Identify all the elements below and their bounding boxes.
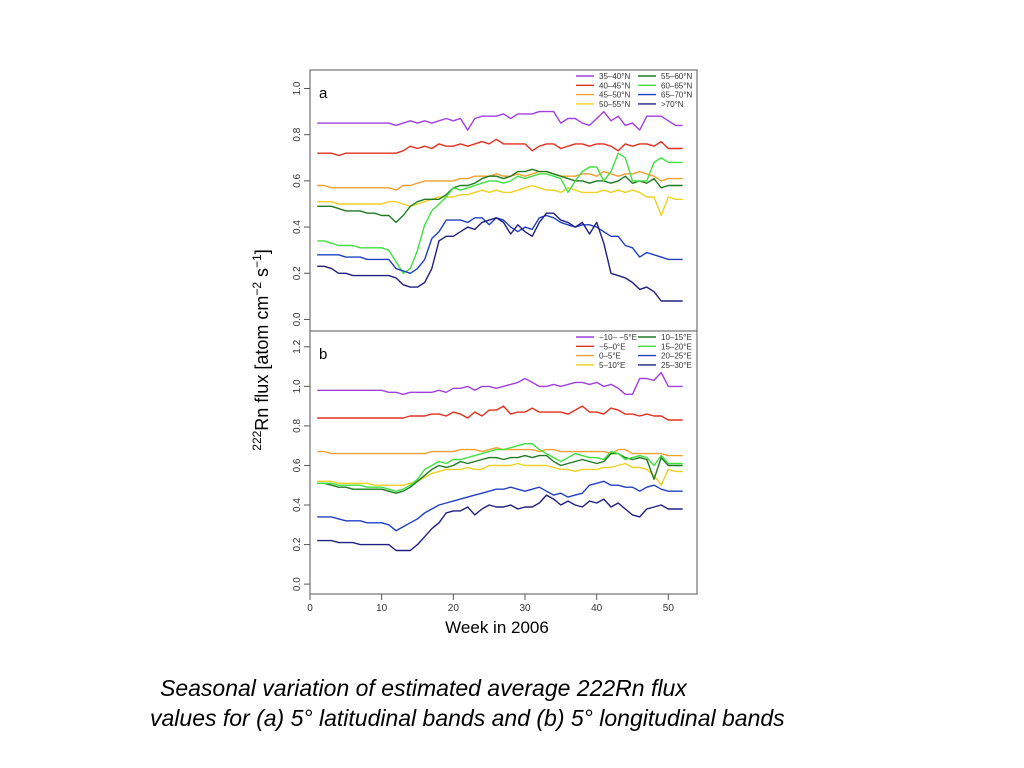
series-line-a-2 <box>317 170 683 191</box>
x-tick-label: 30 <box>519 603 531 614</box>
y-title-sup3: −1 <box>250 254 264 268</box>
y-title-sup2: −2 <box>250 282 264 296</box>
series-line-b-1 <box>317 405 683 421</box>
series-line-b-0 <box>317 371 683 395</box>
caption-line-1: Seasonal variation of estimated average … <box>160 675 687 701</box>
legend-label: 35–40°N <box>599 72 630 81</box>
legend-b: −10– −5°E−5–0°E0–5°E5–10°E 10–15°E15–20°E… <box>576 333 692 370</box>
panel-b: 0.0 0.2 0.4 0.6 0.8 1.0 1.2 0 10 20 30 40 50 b −10– −5… <box>292 330 698 614</box>
x-axis-title: Week in 2006 <box>445 618 549 637</box>
y-axis-title: 222Rn flux [atom cm−2 s−1] <box>250 249 272 450</box>
series-line-a-6 <box>317 214 683 274</box>
legend-label: 65–70°N <box>661 91 692 100</box>
series-line-a-1 <box>317 138 683 157</box>
caption-line-2: values for (a) 5° latitudinal bands and … <box>150 705 785 731</box>
panel-label-a: a <box>319 85 328 102</box>
y-tick-label: 1.0 <box>292 379 303 393</box>
series-line-b-7 <box>317 494 683 552</box>
panel-a: 0.0 0.2 0.4 0.6 0.8 1.0 a 35–40°N40–45°N45–50°N… <box>292 69 698 332</box>
legend-label: 5–10°E <box>599 361 625 370</box>
y-tick-label: 0.8 <box>292 419 303 433</box>
y-title-sup1: 222 <box>250 430 264 450</box>
series-line-a-0 <box>317 110 683 131</box>
chart-panels: 0.0 0.2 0.4 0.6 0.8 1.0 a 35–40°N40–45°N45–50°N… <box>292 69 698 614</box>
y-title-main: Rn flux [atom cm <box>252 296 272 431</box>
y-tick-label: 1.0 <box>292 81 303 95</box>
legend-label: 15–20°E <box>661 342 692 351</box>
legend-label: 45–50°N <box>599 91 630 100</box>
series-line-b-5 <box>317 443 683 492</box>
legend-label: 0–5°E <box>599 352 621 361</box>
legend-label: 25–30°E <box>661 361 692 370</box>
legend-label: 50–55°N <box>599 100 630 109</box>
legend-label: −10– −5°E <box>599 333 637 342</box>
series-line-a-3 <box>317 184 683 217</box>
legend-label: 10–15°E <box>661 333 692 342</box>
legend-label: 55–60°N <box>661 72 692 81</box>
y-tick-label: 0.4 <box>292 220 303 234</box>
series-line-b-4 <box>317 452 683 494</box>
legend-label: 20–25°E <box>661 352 692 361</box>
legend-label: >70°N <box>661 100 684 109</box>
legend-label: −5–0°E <box>599 342 626 351</box>
x-tick-label: 50 <box>663 603 675 614</box>
y-title-mid: s <box>252 268 272 282</box>
series-line-a-5 <box>317 152 683 274</box>
y-tick-label: 1.2 <box>292 339 303 353</box>
x-tick-label: 0 <box>307 603 313 614</box>
y-tick-label: 0.8 <box>292 127 303 141</box>
series-line-b-2 <box>317 447 683 457</box>
series-line-b-6 <box>317 480 683 532</box>
y-title-end: ] <box>252 249 272 254</box>
panel-label-b: b <box>319 346 327 363</box>
panel-a-frame <box>309 69 698 332</box>
y-tick-label: 0.0 <box>292 312 303 326</box>
series-line-a-7 <box>317 212 683 302</box>
legend-label: 40–45°N <box>599 81 630 90</box>
y-tick-label: 0.6 <box>292 173 303 187</box>
y-tick-label: 0.4 <box>292 498 303 512</box>
series-line-a-4 <box>317 168 683 224</box>
legend-a: 35–40°N40–45°N45–50°N50–55°N 55–60°N60–65… <box>576 72 692 109</box>
legend-label: 60–65°N <box>661 81 692 90</box>
x-tick-label: 20 <box>448 603 460 614</box>
x-tick-label: 40 <box>591 603 603 614</box>
x-tick-label: 10 <box>376 603 388 614</box>
y-tick-label: 0.6 <box>292 458 303 472</box>
series-line-b-3 <box>317 462 683 486</box>
y-tick-label: 0.2 <box>292 266 303 280</box>
panel-b-frame <box>309 330 698 595</box>
y-tick-label: 0.0 <box>292 577 303 591</box>
y-tick-label: 0.2 <box>292 537 303 551</box>
